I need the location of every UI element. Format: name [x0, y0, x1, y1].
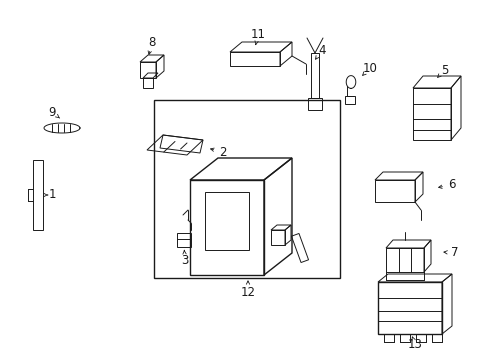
- Text: 2: 2: [219, 145, 226, 158]
- Text: 8: 8: [148, 36, 155, 49]
- Text: 1: 1: [48, 189, 56, 202]
- Text: 11: 11: [250, 28, 265, 41]
- Text: 13: 13: [407, 338, 422, 351]
- Text: 7: 7: [450, 247, 458, 260]
- Text: 12: 12: [240, 285, 255, 298]
- Text: 9: 9: [48, 105, 56, 118]
- Text: 6: 6: [447, 179, 455, 192]
- Text: 4: 4: [318, 44, 325, 57]
- Text: 5: 5: [440, 63, 448, 77]
- Text: 10: 10: [362, 62, 377, 75]
- Text: 3: 3: [181, 253, 188, 266]
